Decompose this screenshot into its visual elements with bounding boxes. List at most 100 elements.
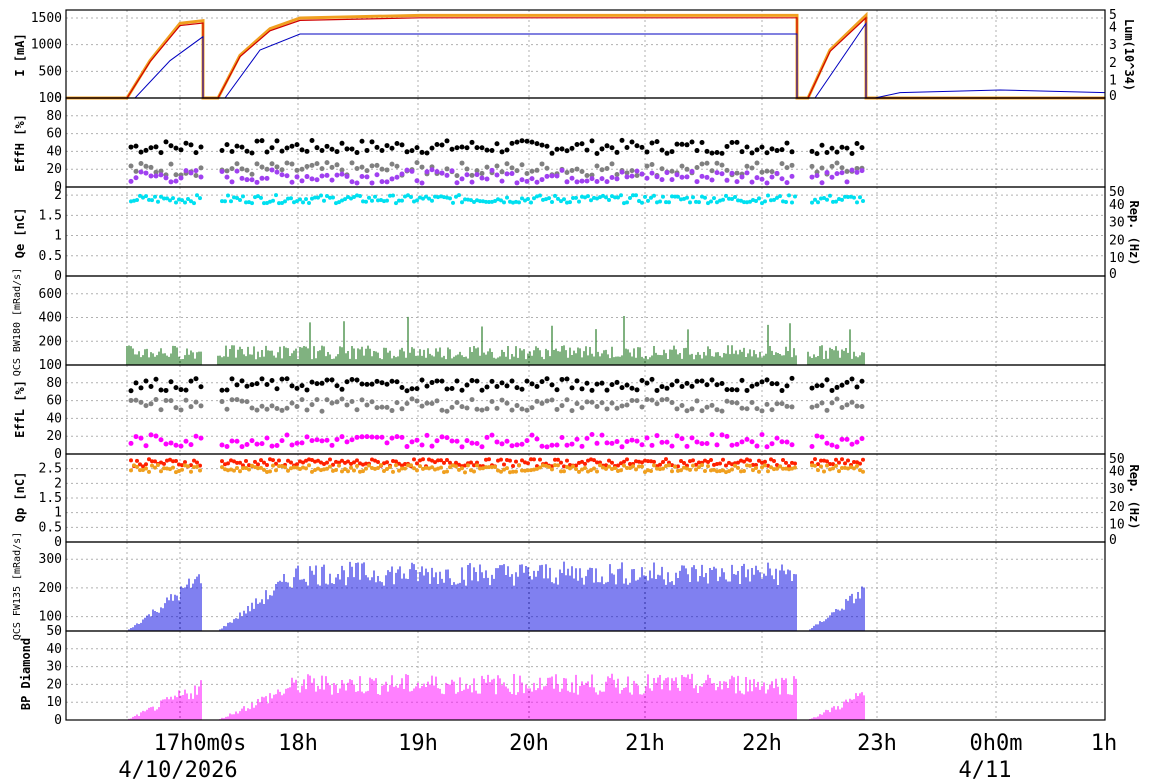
marker-eff-h xyxy=(859,145,865,151)
marker-qp xyxy=(574,466,578,471)
marker-eff-l xyxy=(344,402,350,408)
marker-qe xyxy=(529,200,533,205)
marker-qp xyxy=(343,460,347,465)
marker-eff-l xyxy=(544,444,550,450)
marker-qe xyxy=(186,196,190,201)
marker-qp xyxy=(271,463,275,468)
marker-eff-l xyxy=(153,397,159,403)
marker-qp xyxy=(394,463,398,468)
marker-qe xyxy=(544,197,548,202)
marker-qp xyxy=(502,467,506,472)
marker-qe xyxy=(787,193,791,198)
marker-qp xyxy=(226,468,230,473)
marker-eff-h xyxy=(148,145,154,151)
marker-qp xyxy=(760,460,764,465)
marker-qp xyxy=(562,464,566,469)
marker-eff-l xyxy=(133,380,139,386)
marker-qe xyxy=(424,194,428,199)
marker-qp xyxy=(412,457,416,462)
marker-eff-h xyxy=(604,165,610,171)
ytick-current: 0 xyxy=(54,91,62,106)
marker-eff-h xyxy=(249,171,255,177)
marker-eff-l xyxy=(454,378,460,384)
marker-eff-h xyxy=(609,161,615,167)
marker-eff-l xyxy=(834,396,840,402)
marker-qp xyxy=(855,463,859,468)
marker-eff-h xyxy=(699,173,705,179)
ylabel-qe: Qe [nC] xyxy=(13,208,27,259)
marker-qp xyxy=(177,468,181,473)
y2tick-current: 0 xyxy=(1109,89,1117,104)
marker-eff-l xyxy=(664,385,670,391)
series-current-her xyxy=(66,11,1105,100)
marker-qp xyxy=(535,464,539,469)
marker-eff-l xyxy=(254,441,260,447)
marker-qp xyxy=(295,465,299,470)
marker-eff-h xyxy=(479,175,485,181)
marker-qp xyxy=(751,462,755,467)
marker-qp xyxy=(766,469,770,474)
marker-qp xyxy=(373,458,377,463)
y2tick-qe: 10 xyxy=(1109,251,1125,266)
xtick-21h: 21h xyxy=(625,731,665,756)
panel-frame-eff-l xyxy=(65,364,1106,455)
marker-qe xyxy=(625,200,629,205)
marker-eff-h xyxy=(599,146,605,152)
marker-eff-l xyxy=(249,382,255,388)
marker-qp xyxy=(460,466,464,471)
marker-eff-h xyxy=(429,167,435,173)
marker-qp xyxy=(607,464,611,469)
marker-eff-l xyxy=(299,397,305,403)
marker-qp xyxy=(715,462,719,467)
marker-qe xyxy=(559,199,563,204)
marker-eff-l xyxy=(424,383,430,389)
marker-eff-l xyxy=(729,399,735,405)
marker-eff-l xyxy=(729,387,735,393)
marker-eff-h xyxy=(839,170,845,176)
marker-eff-h xyxy=(569,145,575,151)
marker-qp xyxy=(640,460,644,465)
marker-qp xyxy=(583,461,587,466)
marker-eff-l xyxy=(374,405,380,411)
marker-eff-l xyxy=(424,400,430,406)
marker-qp xyxy=(778,464,782,469)
marker-eff-l xyxy=(834,444,840,450)
marker-eff-h xyxy=(193,168,199,174)
marker-qp xyxy=(637,464,641,469)
ytick-eff-h: 40 xyxy=(46,144,62,159)
marker-qp xyxy=(790,466,794,471)
marker-eff-h xyxy=(379,147,385,153)
marker-eff-l xyxy=(219,442,225,448)
marker-eff-h xyxy=(364,147,370,153)
marker-eff-l xyxy=(504,438,510,444)
marker-eff-h xyxy=(459,176,465,182)
marker-eff-h xyxy=(619,169,625,175)
marker-qe xyxy=(138,193,142,198)
marker-qp xyxy=(165,458,169,463)
marker-eff-h xyxy=(193,172,199,178)
marker-qp xyxy=(352,468,356,473)
marker-eff-l xyxy=(614,379,620,385)
marker-qp xyxy=(319,468,323,473)
marker-eff-h xyxy=(814,151,820,157)
marker-qp xyxy=(132,463,136,468)
marker-eff-h xyxy=(784,140,790,146)
marker-qp xyxy=(700,463,704,468)
ylabel-eff-h: EffH [%] xyxy=(13,114,27,172)
ytick-qcs-bw180: 200 xyxy=(39,334,62,349)
marker-eff-h xyxy=(839,165,845,171)
marker-qp xyxy=(153,465,157,470)
marker-qp xyxy=(679,458,683,463)
marker-eff-h xyxy=(234,168,240,174)
marker-qp xyxy=(313,459,317,464)
marker-qp xyxy=(769,465,773,470)
marker-qe xyxy=(295,199,299,204)
marker-eff-l xyxy=(559,435,565,441)
marker-eff-h xyxy=(724,143,730,149)
marker-qp xyxy=(397,468,401,473)
marker-qp xyxy=(535,466,539,471)
marker-eff-l xyxy=(284,432,290,438)
ytick-qcs-fw135: 50 xyxy=(46,624,62,639)
marker-eff-h xyxy=(714,160,720,166)
marker-eff-l xyxy=(163,387,169,393)
